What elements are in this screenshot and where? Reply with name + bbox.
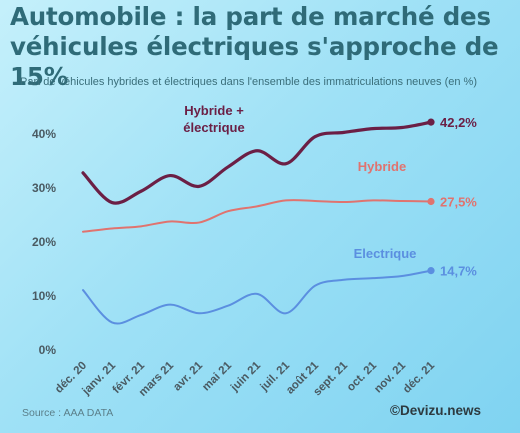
x-tick-label: déc. 21 xyxy=(401,359,437,395)
chart-title: Automobile : la part de marché des véhic… xyxy=(10,2,499,91)
series-name-label: Hybride + électrique xyxy=(183,103,244,135)
series-lines xyxy=(81,118,435,325)
series-line xyxy=(82,199,432,233)
series-name-label: Electrique xyxy=(354,246,417,261)
x-tick-label: mai 21 xyxy=(200,359,234,393)
series-labels: 42,2% Hybride + électrique 27,5% Hybride 14,7… xyxy=(183,103,477,279)
series-line xyxy=(82,269,432,325)
series-end-point xyxy=(427,197,435,206)
y-tick-label: 30% xyxy=(32,181,56,195)
y-tick-label: 20% xyxy=(32,235,56,249)
y-tick-label: 40% xyxy=(32,127,56,141)
chart-subtitle: Part de véhicules hybrides et électrique… xyxy=(20,76,477,88)
x-tick-label: juin 21 xyxy=(228,359,263,394)
y-tick-label: 0% xyxy=(39,343,57,357)
source-note: Source : AAA DATA xyxy=(22,407,114,419)
series-end-point xyxy=(427,267,435,275)
x-tick-label: avr. 21 xyxy=(171,359,205,393)
end-value-label: 42,2% xyxy=(440,115,477,130)
end-value-label: 14,7% xyxy=(440,264,477,279)
end-value-label: 27,5% xyxy=(440,195,477,210)
credit-watermark: ©Devizu.news xyxy=(390,403,481,418)
series-line xyxy=(81,120,433,205)
y-tick-label: 10% xyxy=(32,289,56,303)
series-end-point xyxy=(427,118,435,126)
y-axis: 0% 10% 20% 30% 40% xyxy=(32,127,56,357)
series-name-label: Hybride xyxy=(358,159,406,174)
